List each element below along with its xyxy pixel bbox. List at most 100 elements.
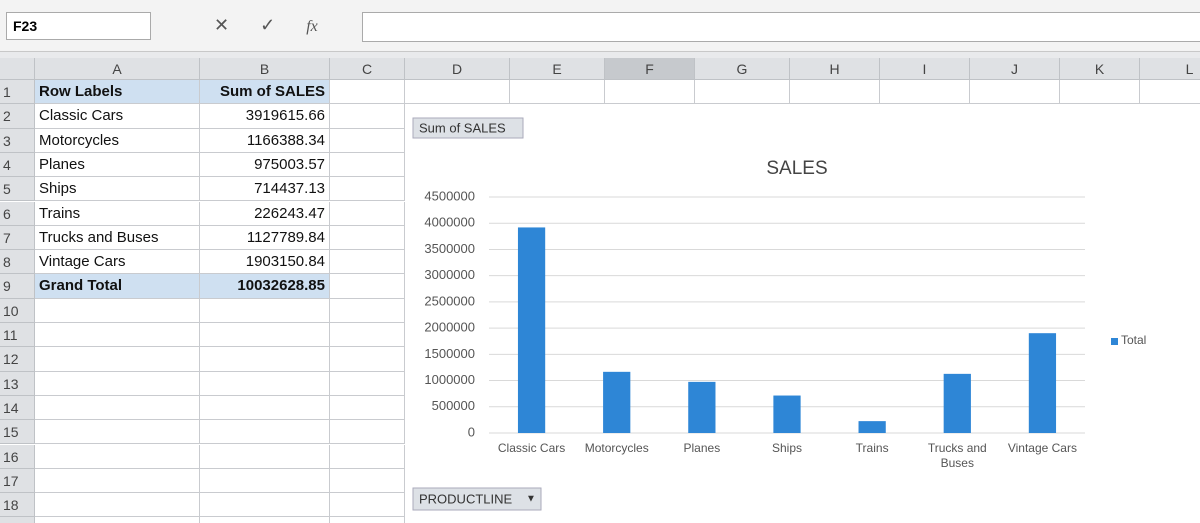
bar <box>688 381 716 433</box>
x-tick-label-box: Vintage Cars <box>1007 441 1077 455</box>
pivot-label: Grand Total <box>35 274 200 299</box>
cell <box>970 80 1060 105</box>
value-field-label: Sum of SALES <box>419 120 506 135</box>
row-header: 6 <box>0 201 35 226</box>
row-header: 19 <box>0 517 35 523</box>
pivot-value: 975003.57 <box>200 152 330 178</box>
x-tick-label-box: Trucks and Buses <box>927 441 987 470</box>
name-box[interactable]: F23 <box>6 12 151 40</box>
pivot-label: Vintage Cars <box>35 250 200 275</box>
formula-input[interactable] <box>362 12 1200 42</box>
bar <box>517 227 546 433</box>
row-header: 8 <box>0 250 35 275</box>
x-tick-label-box: Ships <box>771 441 802 455</box>
pivot-value: 226243.47 <box>200 201 330 226</box>
pivot-label: Trucks and Buses <box>35 225 200 251</box>
y-tick-label: 1000000 <box>424 372 475 387</box>
bar <box>1028 333 1057 433</box>
cell <box>330 298 405 323</box>
row-header: 1 <box>0 80 35 105</box>
row-header: 17 <box>0 468 35 494</box>
y-tick-label: 500000 <box>432 398 475 413</box>
bar <box>773 395 801 433</box>
x-tick-label: Trucks and Buses <box>927 441 987 470</box>
cell <box>35 444 200 469</box>
pivot-label: Trains <box>35 201 200 226</box>
y-tick-label: 3000000 <box>424 267 475 282</box>
pivot-label: Planes <box>35 152 200 178</box>
y-tick-label: 0 <box>468 424 475 439</box>
x-tick-label: Planes <box>683 441 721 455</box>
row-header: 18 <box>0 493 35 518</box>
x-tick-label: Classic Cars <box>497 441 566 455</box>
column-header: L <box>1140 58 1200 80</box>
x-tick-label-box: Planes <box>683 441 721 455</box>
row-header: 13 <box>0 371 35 396</box>
pivot-label: Ships <box>35 177 200 202</box>
x-tick-label-box: Trains <box>855 441 889 455</box>
row-header: 12 <box>0 347 35 372</box>
chart-title: SALES <box>766 158 827 179</box>
row-header: 2 <box>0 104 35 129</box>
cell <box>330 225 405 251</box>
x-tick-label: Ships <box>771 441 802 455</box>
cell <box>330 201 405 226</box>
cell <box>510 80 605 105</box>
cell <box>330 177 405 202</box>
axis-field-button[interactable] <box>412 487 542 511</box>
cell <box>200 493 330 518</box>
cell <box>330 104 405 129</box>
fx-icon[interactable]: fx <box>306 18 318 35</box>
cell <box>880 80 970 105</box>
column-header: H <box>790 58 880 80</box>
x-tick-label-box: Classic Cars <box>497 441 566 455</box>
cell <box>330 323 405 348</box>
pivot-value: 1903150.84 <box>200 250 330 275</box>
dropdown-arrow[interactable]: ▼ <box>526 494 536 505</box>
row-header: 10 <box>0 298 35 323</box>
column-header: K <box>1060 58 1140 80</box>
cell <box>35 371 200 396</box>
x-tick-label: Trains <box>855 441 889 455</box>
cell <box>330 493 405 518</box>
cell <box>200 468 330 494</box>
column-header: J <box>970 58 1060 80</box>
y-tick-label: 4000000 <box>424 215 475 230</box>
formula-buttons[interactable]: ✕ ✓ fx <box>200 12 350 40</box>
column-header: A <box>35 58 200 80</box>
cell <box>330 444 405 469</box>
cell <box>1060 80 1140 105</box>
cell <box>35 420 200 445</box>
cell <box>330 347 405 372</box>
y-tick-label: 2000000 <box>424 320 475 335</box>
cancel-icon[interactable]: ✕ <box>214 15 230 35</box>
y-tick-label: 1500000 <box>424 346 475 361</box>
cell <box>200 347 330 372</box>
row-header: 4 <box>0 152 35 178</box>
row-header: 9 <box>0 274 35 299</box>
x-tick-label: Vintage Cars <box>1007 441 1077 455</box>
enter-icon[interactable]: ✓ <box>260 15 276 35</box>
column-header: I <box>880 58 970 80</box>
cell <box>790 80 880 105</box>
pivot-value: 10032628.85 <box>200 274 330 299</box>
cell <box>330 250 405 275</box>
cell <box>1140 80 1200 105</box>
bar <box>603 371 631 433</box>
cell <box>330 420 405 445</box>
cell <box>330 517 405 523</box>
legend-label: Total <box>1121 333 1146 347</box>
axis-field-label: PRODUCTLINE <box>419 491 513 506</box>
row-header: 5 <box>0 177 35 202</box>
pivot-value: 714437.13 <box>200 177 330 202</box>
value-field-button[interactable] <box>412 117 524 139</box>
cell <box>330 274 405 299</box>
bar <box>943 373 971 433</box>
cell <box>605 80 695 105</box>
pivot-label: Motorcycles <box>35 128 200 153</box>
cell <box>200 517 330 523</box>
cell <box>330 395 405 421</box>
cell <box>35 468 200 494</box>
cell <box>200 395 330 421</box>
